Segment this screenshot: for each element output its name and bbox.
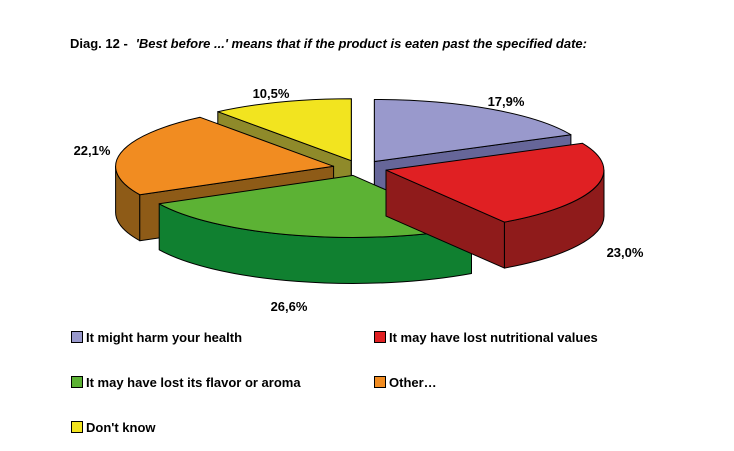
legend-swatch-green [71,376,83,388]
legend-label: It may have lost its flavor or aroma [86,374,301,390]
legend-swatch-red [374,331,386,343]
legend-item-flavor-aroma[interactable]: It may have lost its flavor or aroma [71,374,301,390]
pie-slice-1[interactable] [385,142,605,223]
legend-label: Don't know [86,419,156,435]
legend-item-dont-know[interactable]: Don't know [71,419,156,435]
legend-label: Other… [389,374,437,390]
chart-title-text: 'Best before ...' means that if the prod… [135,36,587,51]
legend-item-nutritional-values[interactable]: It may have lost nutritional values [374,329,598,345]
pie-slice-0[interactable] [373,99,572,162]
chart-title-prefix: Diag. 12 - [70,36,128,51]
legend-swatch-yellow [71,421,83,433]
chart-title: Diag. 12 - 'Best before ...' means that i… [70,36,587,51]
legend-swatch-orange [374,376,386,388]
slice-data-label-1: 23,0% [607,245,644,260]
slice-data-label-4: 10,5% [253,86,290,101]
legend-label: It might harm your health [86,329,243,345]
legend-item-harm-health[interactable]: It might harm your health [71,329,243,345]
legend-label: It may have lost nutritional values [389,329,598,345]
legend-item-other[interactable]: Other… [374,374,437,390]
legend-swatch-blue [71,331,83,343]
slice-data-label-0: 17,9% [488,94,525,109]
slice-data-label-2: 26,6% [271,299,308,314]
slice-data-label-3: 22,1% [74,143,111,158]
pie-slice-4[interactable] [217,98,352,162]
pie-slice-3[interactable] [115,116,335,196]
